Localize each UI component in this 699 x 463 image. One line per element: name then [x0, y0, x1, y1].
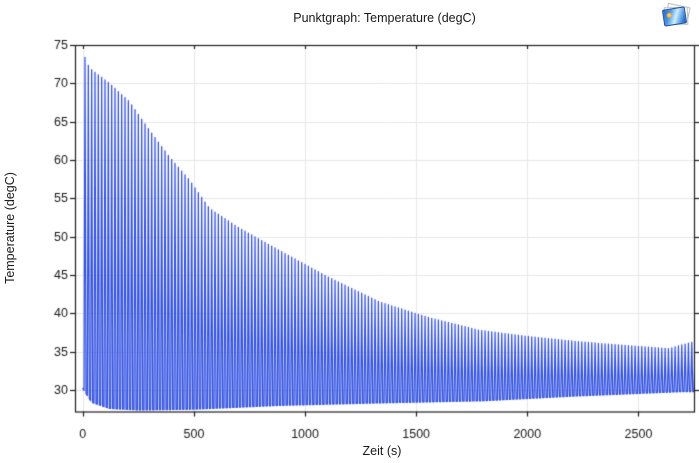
chart-title: Punktgraph: Temperature (degC): [293, 11, 476, 25]
icon-sun-dot: [666, 12, 673, 19]
icon-plot-thumbnail: [661, 6, 688, 27]
y-axis-label: Temperature (degC): [3, 172, 17, 284]
x-axis-label: Zeit (s): [362, 444, 402, 458]
plot-group-image-icon: [658, 2, 694, 31]
